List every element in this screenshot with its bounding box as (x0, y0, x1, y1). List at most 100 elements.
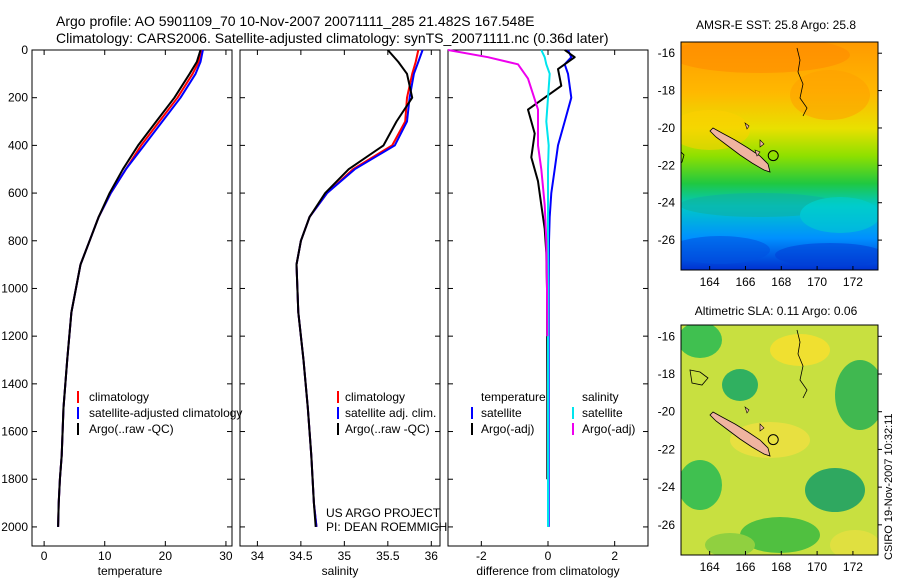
new-caledonia-coast (709, 127, 771, 173)
sst-map-title: AMSR-E SST: 25.8 Argo: 25.8 (696, 18, 856, 32)
sst-lon-label: 166 (735, 275, 755, 289)
sla-lat-label: -16 (658, 329, 676, 343)
temperature-xtick-label: 0 (41, 549, 48, 563)
sst-lat-label: -22 (658, 158, 676, 172)
temperature-profile-panel: 0 200 400 600 800 1000 1200 1400 1600 1800 2000 0 1… (1, 43, 242, 578)
legend-heading-salinity: salinity (582, 390, 619, 404)
sla-argo-location-marker (767, 434, 779, 446)
depth-tick-label: 200 (8, 91, 28, 105)
depth-tick-label: 1600 (1, 425, 28, 439)
figure-title-line1: Argo profile: AO 5901109_70 10-Nov-2007 … (56, 13, 535, 29)
series-salinity-argo-adj (447, 49, 549, 337)
sst-argo-location-marker (767, 150, 779, 162)
sla-lon-label: 168 (771, 560, 791, 574)
new-caledonia-coast (709, 411, 771, 457)
salinity-xtick-label: 36 (425, 549, 439, 563)
legend-label-argo: Argo(..raw -QC) (345, 422, 430, 436)
sst-map-panel: AMSR-E SST: 25.8 Argo: 25.8 164 166 168 170… (658, 18, 882, 289)
depth-tick-label: 2000 (1, 520, 28, 534)
depth-tick-label: 400 (8, 138, 28, 152)
sst-lat-label: -20 (658, 121, 676, 135)
sla-lat-label: -26 (658, 518, 676, 532)
salinity-profile-panel: 34 34.5 35 35.5 36 salinity climatology sate… (239, 49, 447, 578)
sla-map-title: Altimetric SLA: 0.11 Argo: 0.06 (695, 304, 858, 318)
legend-label-argo: Argo(..raw -QC) (89, 422, 174, 436)
sst-lat-label: -26 (658, 233, 676, 247)
depth-tick-label: 0 (21, 43, 28, 57)
depth-tick-label: 1400 (1, 377, 28, 391)
legend-label-climatology: climatology (89, 390, 149, 404)
salinity-xtick-label: 34.5 (289, 549, 313, 563)
depth-tick-label: 600 (8, 186, 28, 200)
series-argo-raw-qc (295, 49, 414, 527)
legend-label-climatology: climatology (345, 390, 405, 404)
legend-label-temp-argo: Argo(-adj) (481, 422, 534, 436)
figure-title-line2: Climatology: CARS2006. Satellite-adjuste… (56, 30, 609, 46)
series-climatology (295, 49, 420, 528)
series-satellite-adj-clim (295, 49, 424, 528)
legend-heading-temperature: temperature (481, 390, 546, 404)
temperature-axes-frame (31, 49, 233, 547)
salinity-xtick-label: 35 (338, 549, 352, 563)
temperature-xtick-label: 10 (98, 549, 112, 563)
sla-lon-label: 166 (735, 560, 755, 574)
difference-temperature-legend: temperature satellite Argo(-adj) (471, 390, 546, 436)
salinity-legend: climatology satellite adj. clim. Argo(..… (337, 390, 436, 436)
sla-map-panel: Altimetric SLA: 0.11 Argo: 0.06 164 166 16… (658, 304, 882, 574)
sla-map-frame (680, 324, 879, 556)
sla-lon-label: 164 (700, 560, 720, 574)
legend-label-temp-satellite: satellite (481, 406, 522, 420)
temperature-xtick-label: 20 (159, 549, 173, 563)
project-annotation: US ARGO PROJECT (326, 506, 441, 520)
legend-label-sal-satellite: satellite (582, 406, 623, 420)
difference-xlabel: difference from climatology (476, 564, 619, 578)
sla-lat-label: -24 (658, 480, 676, 494)
depth-tick-label: 800 (8, 234, 28, 248)
difference-xtick-label: 0 (545, 549, 552, 563)
vanuatu-coast (796, 329, 808, 399)
sst-lon-label: 164 (700, 275, 720, 289)
difference-xtick-label: 2 (611, 549, 618, 563)
sla-lat-label: -20 (658, 405, 676, 419)
difference-xtick-label: -2 (476, 549, 487, 563)
vanuatu-coast (796, 47, 808, 117)
sst-lat-label: -24 (658, 196, 676, 210)
salinity-axes-frame (239, 49, 441, 547)
sst-lon-label: 168 (771, 275, 791, 289)
pi-annotation: PI: DEAN ROEMMICH (326, 520, 447, 534)
series-salinity-satellite (540, 49, 551, 527)
sst-lat-label: -18 (658, 84, 676, 98)
salinity-xtick-label: 34 (251, 549, 265, 563)
legend-label-satellite: satellite adj. clim. (345, 406, 436, 420)
loyalty-islands (744, 122, 765, 157)
legend-label-sal-argo: Argo(-adj) (582, 422, 635, 436)
sla-lat-label: -18 (658, 367, 676, 381)
series-argo-raw-qc (57, 49, 202, 527)
west-coast-fragment (689, 369, 709, 386)
difference-salinity-legend: salinity satellite Argo(-adj) (572, 390, 635, 436)
series-satellite-adjusted-climatology (57, 49, 204, 527)
temperature-xlabel: temperature (98, 564, 163, 578)
salinity-xtick-label: 35.5 (376, 549, 400, 563)
sla-texture (681, 325, 878, 555)
temperature-legend: climatology satellite-adjusted climatolo… (77, 390, 242, 436)
csiro-timestamp: CSIRO 19-Nov-2007 10:32:11 (883, 413, 895, 560)
series-temperature-satellite (547, 49, 573, 527)
sst-lon-label: 170 (807, 275, 827, 289)
sla-lon-label: 172 (843, 560, 863, 574)
legend-label-satellite: satellite-adjusted climatology (89, 406, 242, 420)
sst-map-frame (680, 41, 879, 271)
sla-lat-label: -22 (658, 442, 676, 456)
series-climatology (57, 49, 203, 527)
loyalty-islands (744, 406, 765, 432)
sst-lon-label: 172 (843, 275, 863, 289)
difference-profile-panel: -2 0 2 difference from climatology tempera… (447, 49, 649, 578)
depth-tick-label: 1800 (1, 472, 28, 486)
depth-tick-label: 1000 (1, 281, 28, 295)
sla-lon-label: 170 (807, 560, 827, 574)
depth-tick-label: 1200 (1, 329, 28, 343)
temperature-xtick-label: 30 (219, 549, 233, 563)
sst-lat-label: -16 (658, 46, 676, 60)
salinity-xlabel: salinity (322, 564, 359, 578)
